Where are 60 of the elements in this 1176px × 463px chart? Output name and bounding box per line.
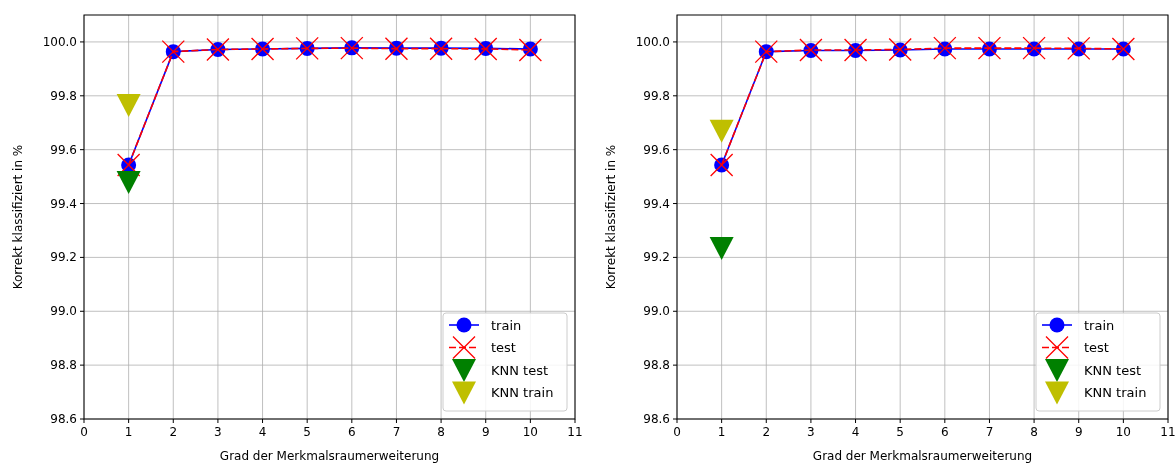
x-axis-title: Grad der Merkmalsraumerweiterung bbox=[219, 449, 440, 463]
y-tick-label: 99.2 bbox=[643, 250, 670, 265]
y-tick-label: 99.8 bbox=[50, 88, 77, 103]
x-tick-label: 0 bbox=[80, 425, 88, 439]
x-tick-label: 7 bbox=[392, 425, 401, 439]
y-tick-label: 99.6 bbox=[643, 142, 670, 157]
x-tick-label: 9 bbox=[1074, 425, 1083, 439]
point bbox=[977, 36, 1002, 60]
legend-label: test bbox=[1084, 340, 1109, 355]
y-axis-title: Korrekt klassifiziert in % bbox=[11, 144, 25, 290]
y-tick-label: 99.4 bbox=[643, 196, 670, 211]
x-tick-label: 6 bbox=[348, 425, 356, 439]
y-tick-label: 99.0 bbox=[643, 304, 670, 319]
x-tick-label: 6 bbox=[941, 425, 949, 439]
y-tick-label: 98.6 bbox=[50, 412, 77, 426]
x-tick-label: 8 bbox=[437, 425, 445, 439]
point bbox=[709, 119, 734, 143]
point bbox=[116, 93, 141, 117]
legend-label: test bbox=[491, 340, 516, 355]
y-tick-label: 99.4 bbox=[50, 196, 77, 211]
legend-label: KNN test bbox=[1084, 362, 1142, 378]
x-tick-label: 4 bbox=[851, 425, 860, 439]
point bbox=[1022, 36, 1046, 60]
x-tick-label: 5 bbox=[303, 425, 311, 439]
y-tick-label: 99.0 bbox=[50, 304, 77, 319]
x-tick-label: 5 bbox=[896, 425, 904, 439]
x-tick-label: 3 bbox=[214, 425, 222, 439]
legend-label: KNN train bbox=[491, 385, 554, 400]
x-tick-label: 0 bbox=[673, 425, 681, 439]
x-tick-label: 10 bbox=[522, 425, 538, 439]
x-tick-label: 11 bbox=[567, 425, 583, 439]
x-tick-label: 2 bbox=[169, 425, 178, 439]
legend-label: KNN test bbox=[491, 362, 549, 378]
legend-label: train bbox=[1084, 317, 1115, 333]
x-tick-label: 9 bbox=[481, 425, 490, 439]
y-axis-title: Korrekt klassifiziert in % bbox=[604, 144, 618, 290]
x-tick-label: 8 bbox=[1030, 425, 1038, 439]
y-tick-label: 100.0 bbox=[42, 34, 77, 49]
y-tick-label: 99.8 bbox=[643, 88, 670, 103]
point bbox=[518, 38, 543, 62]
x-axis-title: Grad der Merkmalsraumerweiterung bbox=[812, 449, 1033, 463]
y-tick-label: 98.6 bbox=[643, 412, 670, 426]
point bbox=[933, 36, 957, 60]
x-tick-label: 1 bbox=[124, 425, 133, 439]
y-tick-label: 100.0 bbox=[635, 34, 670, 49]
y-tick-label: 98.8 bbox=[643, 358, 670, 373]
x-tick-label: 3 bbox=[807, 425, 815, 439]
x-tick-label: 2 bbox=[762, 425, 771, 439]
x-tick-label: 10 bbox=[1115, 425, 1131, 439]
x-tick-label: 11 bbox=[1160, 425, 1176, 439]
y-tick-label: 99.2 bbox=[50, 250, 77, 265]
x-tick-label: 4 bbox=[258, 425, 267, 439]
x-tick-label: 7 bbox=[985, 425, 994, 439]
legend-label: train bbox=[491, 317, 522, 333]
legend-label: KNN train bbox=[1084, 385, 1147, 400]
point bbox=[116, 170, 141, 194]
point bbox=[709, 236, 734, 260]
y-tick-label: 98.8 bbox=[50, 358, 77, 373]
x-tick-label: 1 bbox=[717, 425, 726, 439]
y-tick-label: 99.6 bbox=[50, 142, 77, 157]
